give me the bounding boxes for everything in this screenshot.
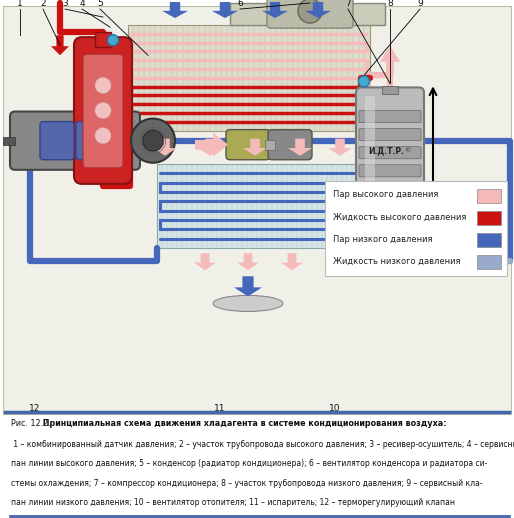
Polygon shape	[198, 139, 222, 156]
Bar	[3, 137, 15, 145]
Polygon shape	[380, 45, 400, 75]
Text: 4: 4	[79, 0, 85, 8]
FancyBboxPatch shape	[359, 165, 421, 177]
Polygon shape	[305, 2, 331, 18]
Ellipse shape	[213, 295, 283, 311]
Polygon shape	[262, 2, 288, 18]
Polygon shape	[212, 2, 238, 18]
Circle shape	[95, 103, 111, 119]
Bar	[95, 32, 111, 47]
Text: 2: 2	[40, 0, 46, 8]
Polygon shape	[328, 139, 352, 156]
FancyBboxPatch shape	[267, 0, 353, 28]
Text: Жидкость низкого давления: Жидкость низкого давления	[333, 257, 461, 266]
Circle shape	[95, 77, 111, 93]
Text: 6: 6	[237, 0, 243, 8]
Polygon shape	[194, 253, 216, 270]
Text: Принципиальная схема движения хладагента в системе кондиционирования воздуха:: Принципиальная схема движения хладагента…	[40, 419, 446, 427]
Polygon shape	[153, 139, 177, 156]
FancyBboxPatch shape	[359, 147, 421, 159]
Circle shape	[131, 119, 175, 163]
Polygon shape	[243, 139, 267, 156]
Polygon shape	[195, 133, 228, 157]
Bar	[365, 96, 375, 234]
Text: пан линии низкого давления; 10 – вентилятор отопителя; 11 – испаритель; 12 – тер: пан линии низкого давления; 10 – вентиля…	[11, 498, 455, 507]
Bar	[157, 164, 360, 248]
FancyBboxPatch shape	[83, 54, 123, 168]
Bar	[477, 255, 501, 269]
Text: 5: 5	[97, 0, 103, 8]
FancyBboxPatch shape	[268, 130, 312, 160]
Polygon shape	[237, 253, 259, 270]
Polygon shape	[51, 35, 69, 55]
FancyBboxPatch shape	[40, 122, 74, 160]
Bar	[477, 233, 501, 247]
Bar	[325, 181, 507, 276]
FancyBboxPatch shape	[359, 219, 421, 231]
Bar	[230, 3, 385, 25]
Text: Пар низкого давления: Пар низкого давления	[333, 235, 432, 243]
FancyBboxPatch shape	[359, 201, 421, 213]
Text: стемы охлаждения; 7 – компрессор кондиционера; 8 – участок трубопровода низкого : стемы охлаждения; 7 – компрессор кондици…	[11, 479, 483, 487]
Circle shape	[107, 35, 119, 46]
Text: 12: 12	[29, 405, 41, 413]
Text: пан линии высокого давления; 5 – конденсор (радиатор кондиционера); 6 – вентилят: пан линии высокого давления; 5 – конденс…	[11, 459, 488, 468]
Bar	[265, 140, 275, 150]
Text: 8: 8	[387, 0, 393, 8]
FancyBboxPatch shape	[226, 130, 270, 160]
Text: 9: 9	[417, 0, 423, 8]
Text: ©: ©	[404, 148, 410, 153]
Circle shape	[384, 237, 396, 249]
Text: 3: 3	[62, 0, 68, 8]
Text: Рис. 12.2.: Рис. 12.2.	[11, 419, 51, 427]
Bar	[128, 25, 370, 131]
Circle shape	[358, 76, 370, 87]
Polygon shape	[281, 253, 303, 270]
FancyBboxPatch shape	[76, 122, 110, 160]
Polygon shape	[234, 276, 262, 296]
Text: 1: 1	[17, 0, 23, 8]
Circle shape	[298, 0, 322, 23]
FancyBboxPatch shape	[359, 183, 421, 195]
Text: 7: 7	[345, 0, 351, 8]
FancyBboxPatch shape	[359, 128, 421, 141]
FancyBboxPatch shape	[356, 88, 424, 243]
FancyBboxPatch shape	[10, 111, 140, 170]
Polygon shape	[288, 139, 312, 156]
Bar	[477, 189, 501, 203]
Text: 1 – комбинированный датчик давления; 2 – участок трубопровода высокого давления;: 1 – комбинированный датчик давления; 2 –…	[11, 440, 514, 449]
Bar	[382, 87, 398, 94]
Text: Пар высокого давления: Пар высокого давления	[333, 191, 438, 199]
FancyBboxPatch shape	[74, 37, 132, 184]
Text: И.Д.Т.Р.: И.Д.Т.Р.	[368, 146, 404, 155]
Circle shape	[143, 131, 163, 151]
Text: 10: 10	[329, 405, 341, 413]
Polygon shape	[162, 2, 188, 18]
FancyBboxPatch shape	[359, 110, 421, 123]
Text: 11: 11	[214, 405, 226, 413]
Circle shape	[95, 127, 111, 143]
Text: Жидкость высокого давления: Жидкость высокого давления	[333, 212, 466, 222]
Bar	[477, 211, 501, 225]
